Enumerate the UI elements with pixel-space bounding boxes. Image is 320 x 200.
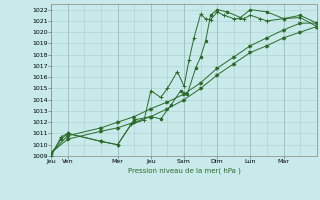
X-axis label: Pression niveau de la mer( hPa ): Pression niveau de la mer( hPa ) (128, 167, 240, 174)
